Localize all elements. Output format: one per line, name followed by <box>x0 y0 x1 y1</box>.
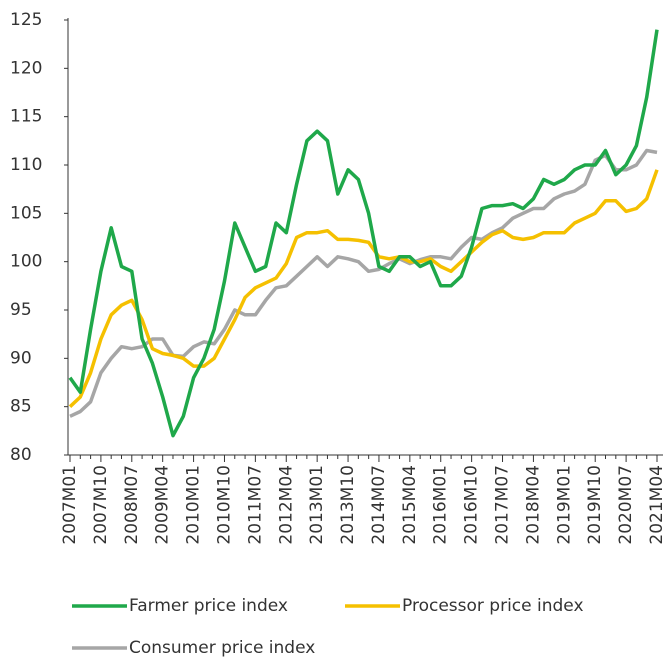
x-tick-label: 2014M07 <box>369 465 389 545</box>
legend-label: Processor price index <box>402 596 584 616</box>
y-tick-label: 90 <box>10 348 32 368</box>
x-tick-label: 2018M04 <box>523 465 543 545</box>
y-tick-label: 80 <box>10 445 32 465</box>
x-tick-label: 2010M10 <box>214 465 234 545</box>
legend-label: Consumer price index <box>129 638 315 658</box>
x-tick-label: 2009M04 <box>153 465 173 545</box>
series-line <box>68 29 659 438</box>
x-tick-label: 2007M01 <box>60 465 80 545</box>
y-tick-label: 125 <box>10 10 42 30</box>
x-tick-label: 2007M10 <box>91 465 111 545</box>
y-tick-label: 105 <box>10 203 42 223</box>
x-tick-label: 2021M04 <box>647 465 665 545</box>
y-tick-label: 120 <box>10 58 42 78</box>
x-tick-label: 2017M07 <box>493 465 513 545</box>
x-tick-label: 2015M04 <box>400 465 420 545</box>
y-tick-label: 110 <box>10 155 42 175</box>
y-tick-label: 115 <box>10 107 42 127</box>
series-line <box>68 169 659 408</box>
x-tick-label: 2013M01 <box>307 465 327 545</box>
x-tick-label: 2019M01 <box>554 465 574 545</box>
x-tick-label: 2016M10 <box>462 465 482 545</box>
y-tick-label: 95 <box>10 300 32 320</box>
x-tick-label: 2019M10 <box>585 465 605 545</box>
legend-label: Farmer price index <box>129 596 288 616</box>
x-tick-label: 2016M01 <box>431 465 451 545</box>
x-tick-label: 2010M01 <box>184 465 204 545</box>
x-tick-label: 2008M07 <box>122 465 142 545</box>
x-tick-label: 2012M04 <box>276 465 296 545</box>
x-tick-label: 2020M07 <box>616 465 636 545</box>
y-tick-label: 85 <box>10 397 32 417</box>
x-tick-label: 2011M07 <box>245 465 265 545</box>
x-tick-label: 2013M10 <box>338 465 358 545</box>
series-line <box>69 148 658 418</box>
y-tick-label: 100 <box>10 252 42 272</box>
